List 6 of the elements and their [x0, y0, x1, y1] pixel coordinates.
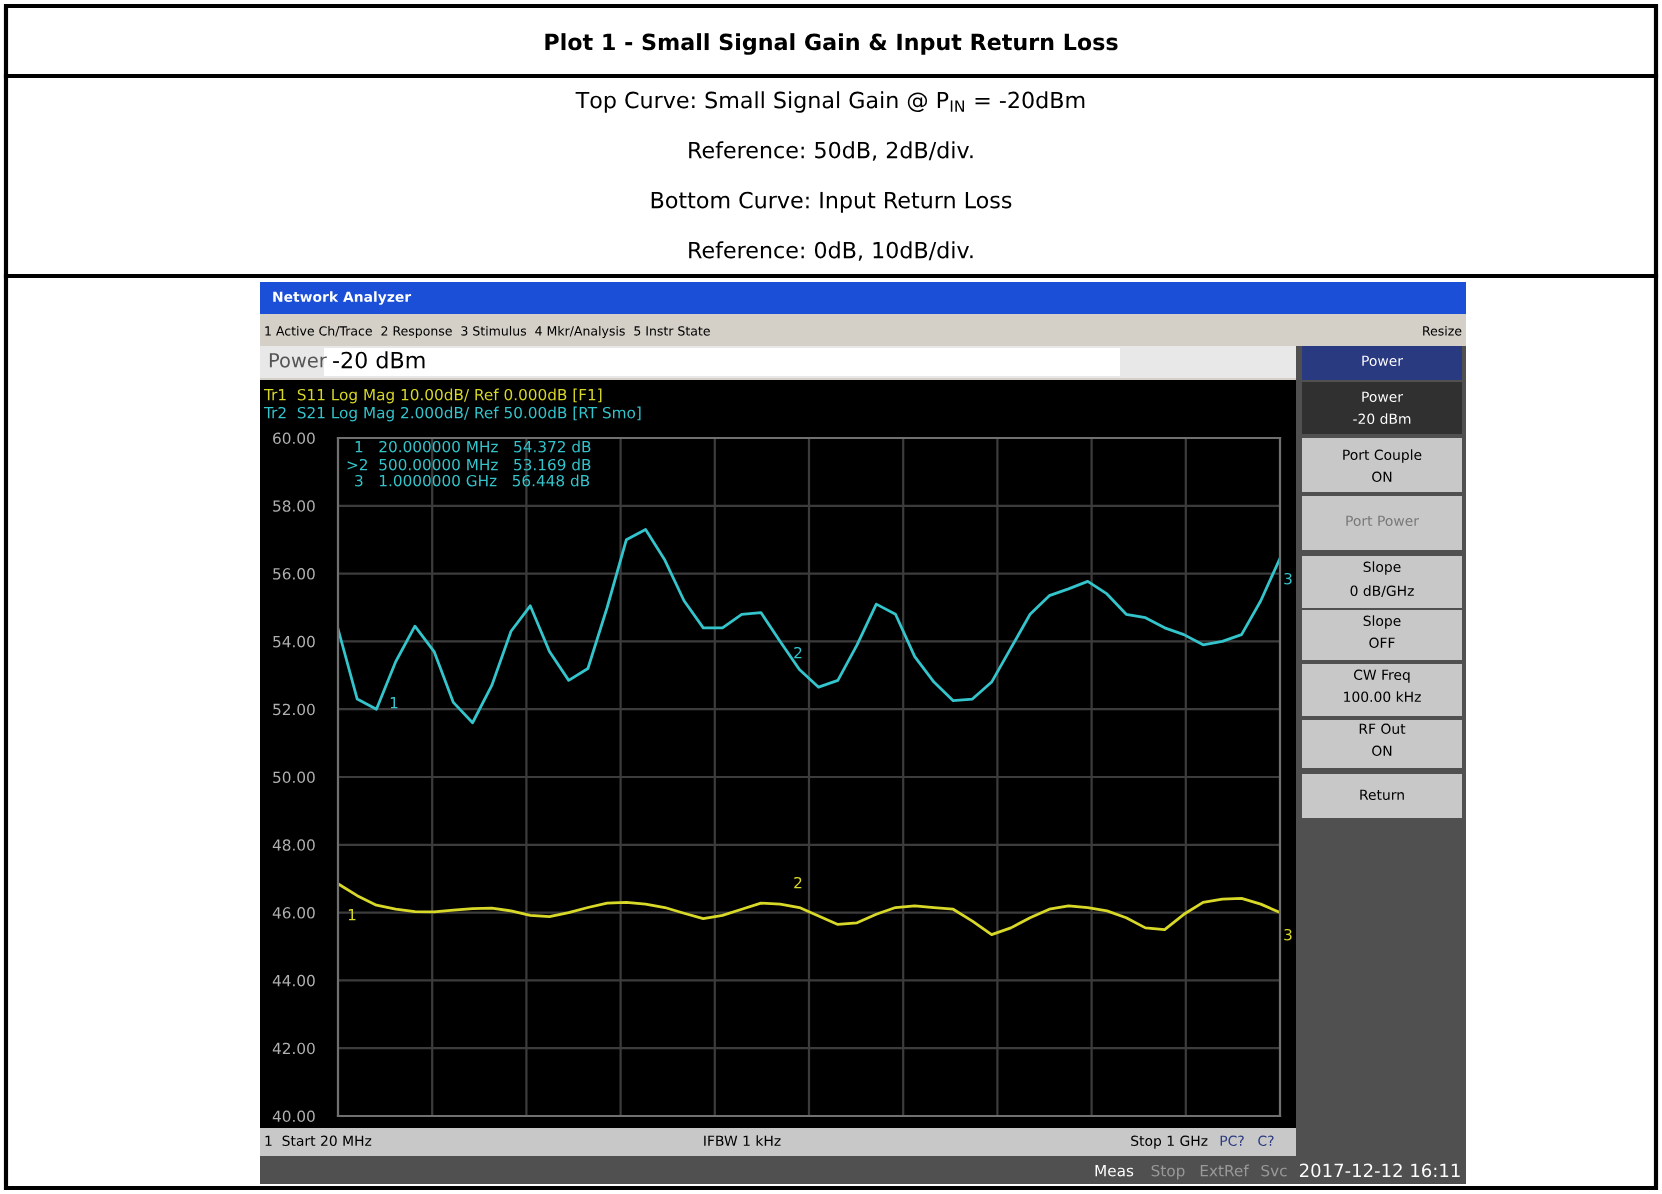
text: Top Curve: Small Signal Gain @ P$_{IN}$ = -20dBm Reference: 50dB, 2dB/div. Bottom Curve: Input Return Loss Reference: 0dB, 10dB/div. — [575, 91, 1085, 261]
text: -20 dBm — [333, 351, 425, 369]
text: Power — [269, 353, 327, 368]
text: 2017-12-12 16:11 — [1299, 1163, 1460, 1178]
line-series — [338, 528, 1280, 725]
chart-title: Plot 1 - Small Signal Gain & Input Return Loss — [545, 33, 1118, 55]
